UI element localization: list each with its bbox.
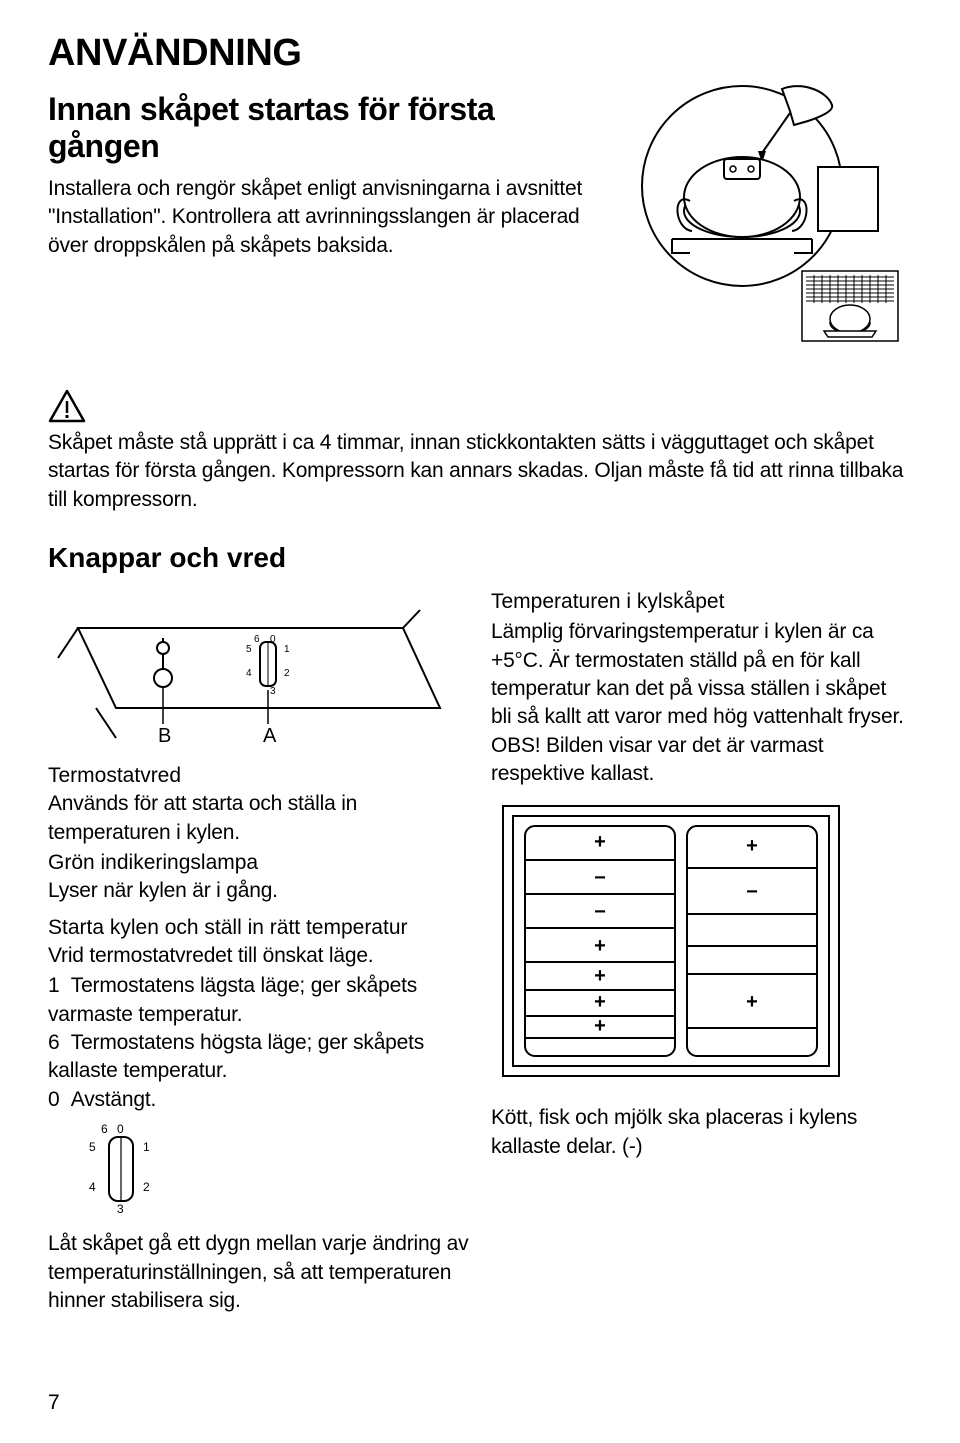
wait-body: Låt skåpet gå ett dygn mellan varje ändr… xyxy=(48,1230,469,1315)
svg-text:2: 2 xyxy=(143,1180,150,1194)
svg-text:−: − xyxy=(746,881,758,903)
svg-text:+: + xyxy=(594,991,606,1013)
pos6-label: 6 xyxy=(48,1031,59,1054)
svg-text:+: + xyxy=(746,991,758,1013)
svg-text:1: 1 xyxy=(143,1140,150,1154)
svg-text:+: + xyxy=(594,1015,606,1037)
svg-text:−: − xyxy=(594,901,606,923)
pos1-line: 1 Termostatens lägsta läge; ger skåpets … xyxy=(48,972,469,1029)
right-column: Temperaturen i kylskåpet Lämplig förvari… xyxy=(491,588,912,1315)
warning-icon xyxy=(48,389,94,423)
controls-columns: B 0 1 2 3 4 5 6 A Termostatvred An xyxy=(48,588,912,1315)
svg-text:2: 2 xyxy=(284,668,290,679)
svg-text:0: 0 xyxy=(117,1124,124,1136)
green-lamp-block: Grön indikeringslampa Lyser när kylen är… xyxy=(48,849,469,906)
pos0-line: 0 Avstängt. xyxy=(48,1086,469,1114)
temperature-heading: Temperaturen i kylskåpet xyxy=(491,588,912,616)
svg-text:5: 5 xyxy=(246,644,252,655)
green-lamp-body: Lyser när kylen är i gång. xyxy=(48,879,278,902)
svg-text:6: 6 xyxy=(254,634,260,645)
control-strip-diagram: B 0 1 2 3 4 5 6 A xyxy=(48,598,469,748)
thermostat-heading: Termostatvred xyxy=(48,764,181,787)
thermostat-block: Termostatvred Används för att starta och… xyxy=(48,762,469,847)
start-block: Starta kylen och ställ in rätt temperatu… xyxy=(48,914,469,971)
controls-heading: Knappar och vred xyxy=(48,542,912,574)
intro-paragraph: Installera och rengör skåpet enligt anvi… xyxy=(48,175,594,260)
pos0-label: 0 xyxy=(48,1088,59,1111)
svg-text:1: 1 xyxy=(284,644,290,655)
intro-row: Innan skåpet startas för första gången I… xyxy=(48,81,912,361)
pos6-body: Termostatens högsta läge; ger skåpets ka… xyxy=(48,1031,424,1082)
svg-text:6: 6 xyxy=(101,1124,108,1136)
svg-text:3: 3 xyxy=(117,1202,124,1214)
left-column: B 0 1 2 3 4 5 6 A Termostatvred An xyxy=(48,588,469,1315)
svg-text:4: 4 xyxy=(246,668,252,679)
svg-text:+: + xyxy=(594,831,606,853)
page-number: 7 xyxy=(48,1391,60,1415)
compressor-diagram xyxy=(612,81,912,361)
svg-text:3: 3 xyxy=(270,686,276,697)
pos1-label: 1 xyxy=(48,974,59,997)
meat-body: Kött, fisk och mjölk ska placeras i kyle… xyxy=(491,1104,912,1161)
intro-heading: Innan skåpet startas för första gången xyxy=(48,91,594,165)
warning-block xyxy=(48,389,912,423)
thermostat-body: Används för att starta och ställa in tem… xyxy=(48,792,357,843)
pos6-line: 6 Termostatens högsta läge; ger skåpets … xyxy=(48,1029,469,1086)
dial-diagram: 0 1 2 3 4 5 6 xyxy=(66,1124,469,1214)
fridge-zones-diagram: + − − + + + + + − + xyxy=(491,798,912,1088)
page-title: ANVÄNDNING xyxy=(48,32,912,75)
svg-text:+: + xyxy=(594,965,606,987)
warning-text: Skåpet måste stå upprätt i ca 4 timmar, … xyxy=(48,429,912,514)
svg-text:+: + xyxy=(746,835,758,857)
temperature-body: Lämplig förvaringstemperatur i kylen är … xyxy=(491,618,912,788)
label-a: A xyxy=(263,725,277,747)
svg-text:4: 4 xyxy=(89,1180,96,1194)
start-body: Vrid termostatvredet till önskat läge. xyxy=(48,944,373,967)
svg-text:+: + xyxy=(594,935,606,957)
green-lamp-heading: Grön indikeringslampa xyxy=(48,851,258,874)
start-heading: Starta kylen och ställ in rätt temperatu… xyxy=(48,916,408,939)
label-b: B xyxy=(158,725,171,747)
pos0-body: Avstängt. xyxy=(71,1088,156,1111)
pos1-body: Termostatens lägsta läge; ger skåpets va… xyxy=(48,974,417,1025)
svg-text:−: − xyxy=(594,867,606,889)
svg-text:5: 5 xyxy=(89,1140,96,1154)
svg-text:0: 0 xyxy=(270,634,276,645)
